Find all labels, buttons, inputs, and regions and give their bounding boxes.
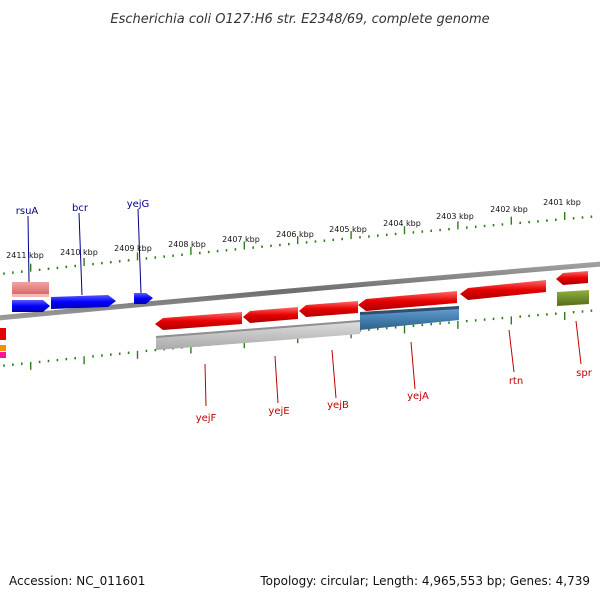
gene-label-yejg[interactable]: yejG bbox=[127, 199, 150, 210]
tick-label-2405: 2405 kbp bbox=[329, 225, 367, 234]
gene-label-yejf[interactable]: yejF bbox=[196, 413, 217, 424]
genome-backbone bbox=[0, 261, 600, 321]
tick-label-2407: 2407 kbp bbox=[222, 235, 260, 244]
yejf-leader bbox=[204, 363, 207, 407]
upper-tick-ruler bbox=[3, 212, 593, 275]
gene-label-rtn[interactable]: rtn bbox=[509, 376, 523, 387]
yejf-gene-arrow[interactable] bbox=[155, 312, 242, 330]
yejb-gene-arrow[interactable] bbox=[299, 301, 358, 317]
map-title: Escherichia coli O127:H6 str. E2348/69, … bbox=[110, 12, 489, 27]
yeja-leader bbox=[410, 341, 416, 390]
tick-label-2403: 2403 kbp bbox=[436, 212, 474, 221]
topology-text: Topology: circular; Length: 4,965,553 bp… bbox=[260, 574, 590, 588]
bcr-gene-arrow[interactable] bbox=[51, 295, 116, 309]
tick-label-2402: 2402 kbp bbox=[490, 205, 528, 214]
gene-label-rsua[interactable]: rsuA bbox=[16, 206, 39, 217]
yejg-leader bbox=[137, 208, 142, 294]
left-red-feature bbox=[0, 328, 6, 340]
left-magenta-feature bbox=[0, 352, 6, 358]
rtn-gene-arrow[interactable] bbox=[460, 280, 546, 300]
tick-label-2408: 2408 kbp bbox=[168, 240, 206, 249]
yeje-gene-arrow[interactable] bbox=[243, 307, 298, 323]
upper-tick-labels: 2411 kbp 2410 kbp 2409 kbp 2408 kbp 2407… bbox=[6, 198, 581, 260]
accession-text: Accession: NC_011601 bbox=[9, 574, 146, 588]
rna-feature[interactable] bbox=[557, 290, 589, 306]
gene-label-spr[interactable]: spr bbox=[576, 368, 593, 379]
tick-label-2406: 2406 kbp bbox=[276, 230, 314, 239]
yeja-gene-arrow[interactable] bbox=[358, 291, 457, 311]
gene-labels: rsuA bcr yejG yejF yejE yejB yejA rtn sp… bbox=[16, 199, 593, 424]
tick-label-2401: 2401 kbp bbox=[543, 198, 581, 207]
steel-feature-edge bbox=[360, 306, 459, 315]
tick-label-2411: 2411 kbp bbox=[6, 251, 44, 260]
bcr-leader bbox=[78, 212, 83, 296]
rsua-gene-shadow bbox=[12, 294, 49, 297]
spr-gene-arrow[interactable] bbox=[556, 271, 588, 285]
left-orange-feature bbox=[0, 345, 6, 351]
rtn-leader bbox=[508, 329, 515, 373]
gray-feature-edge bbox=[156, 320, 360, 338]
spr-leader bbox=[575, 320, 582, 365]
tick-label-2410: 2410 kbp bbox=[60, 248, 98, 257]
gene-label-yeje[interactable]: yejE bbox=[268, 406, 289, 417]
gene-leader-lines bbox=[27, 208, 582, 407]
rsua-forward-arrow[interactable] bbox=[12, 300, 50, 312]
rsua-gene-arrow[interactable] bbox=[12, 282, 49, 294]
rsua-leader bbox=[27, 215, 30, 283]
gray-feature-band bbox=[156, 320, 360, 350]
yeje-leader bbox=[274, 355, 279, 404]
yejg-gene-arrow[interactable] bbox=[134, 293, 153, 304]
gene-label-yeja[interactable]: yejA bbox=[407, 391, 429, 402]
gene-label-bcr[interactable]: bcr bbox=[72, 203, 89, 214]
tick-label-2404: 2404 kbp bbox=[383, 219, 421, 228]
gene-label-yejb[interactable]: yejB bbox=[327, 400, 349, 411]
tick-label-2409: 2409 kbp bbox=[114, 244, 152, 253]
yejb-leader bbox=[331, 349, 337, 399]
